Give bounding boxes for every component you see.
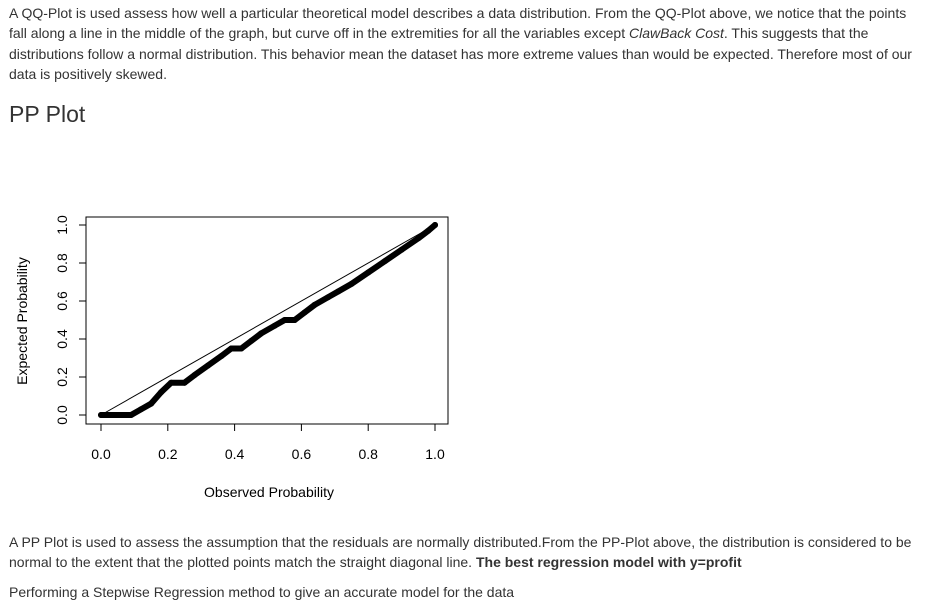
data-point-4 xyxy=(138,406,145,413)
x-tick-label-2: 0.4 xyxy=(225,446,245,462)
data-point-1 xyxy=(108,412,115,418)
data-point-25 xyxy=(381,258,388,265)
data-points xyxy=(98,222,438,418)
section-title: PP Plot xyxy=(9,101,86,127)
x-tick-label-4: 0.8 xyxy=(358,446,378,462)
pp-plot: 0.0 0.2 0.4 0.6 0.8 1.0 0.0 0.2 0.4 0.6 0.8 1.0 Ob… xyxy=(14,215,449,500)
x-tick-label-1: 0.2 xyxy=(158,446,178,462)
data-point-28 xyxy=(425,227,432,234)
x-ticks: 0.0 0.2 0.4 0.6 0.8 1.0 xyxy=(91,424,445,462)
intro-text-1: A QQ-Plot is used assess how well a part… xyxy=(9,5,907,42)
intro-paragraph: A QQ-Plot is used assess how well a part… xyxy=(9,3,924,84)
data-point-12 xyxy=(228,345,235,352)
x-tick-label-3: 0.6 xyxy=(292,446,312,462)
data-point-6 xyxy=(158,389,165,396)
data-point-10 xyxy=(204,362,211,369)
y-tick-label-4: 0.8 xyxy=(54,253,70,273)
data-point-24 xyxy=(365,269,372,276)
data-point-15 xyxy=(258,330,265,337)
y-tick-label-2: 0.4 xyxy=(54,329,70,349)
data-point-9 xyxy=(191,372,198,379)
pp-description: A PP Plot is used to assess the assumpti… xyxy=(9,532,924,573)
data-point-17 xyxy=(281,317,288,323)
x-tick-label-0: 0.0 xyxy=(91,446,111,462)
y-tick-label-3: 0.6 xyxy=(54,291,70,311)
y-tick-label-5: 1.0 xyxy=(54,215,70,235)
data-point-20 xyxy=(311,301,318,308)
data-point-7 xyxy=(168,379,175,386)
data-point-18 xyxy=(291,317,298,323)
data-point-0 xyxy=(98,412,104,418)
data-point-2 xyxy=(118,412,125,418)
intro-emphasis: ClawBack Cost xyxy=(628,25,724,42)
reference-line xyxy=(100,224,436,416)
pp-description-bold: The best regression model with y=profit xyxy=(475,554,742,571)
x-axis-label: Observed Probability xyxy=(204,484,334,500)
data-point-14 xyxy=(248,337,255,344)
data-point-21 xyxy=(325,294,332,301)
y-axis-label: Expected Probability xyxy=(14,257,30,385)
data-point-3 xyxy=(128,412,135,418)
data-point-22 xyxy=(335,288,342,295)
x-tick-label-5: 1.0 xyxy=(425,446,445,462)
y-tick-label-0: 0.0 xyxy=(54,405,70,425)
stepwise-paragraph: Performing a Stepwise Regression method … xyxy=(9,584,515,600)
data-point-8 xyxy=(181,379,188,386)
data-point-16 xyxy=(271,322,278,329)
data-point-23 xyxy=(348,280,355,287)
data-point-27 xyxy=(415,235,422,242)
data-point-5 xyxy=(148,400,155,407)
data-point-29 xyxy=(432,222,438,228)
data-point-19 xyxy=(301,309,308,316)
intro-text-2: . This suggests that the distributions f… xyxy=(9,25,912,82)
data-point-11 xyxy=(218,353,225,360)
pp-description-text: A PP Plot is used to assess the assumpti… xyxy=(9,534,912,571)
data-point-13 xyxy=(238,345,245,352)
y-tick-label-1: 0.2 xyxy=(54,367,70,387)
data-point-26 xyxy=(398,246,405,253)
y-ticks: 0.0 0.2 0.4 0.6 0.8 1.0 xyxy=(54,215,86,425)
